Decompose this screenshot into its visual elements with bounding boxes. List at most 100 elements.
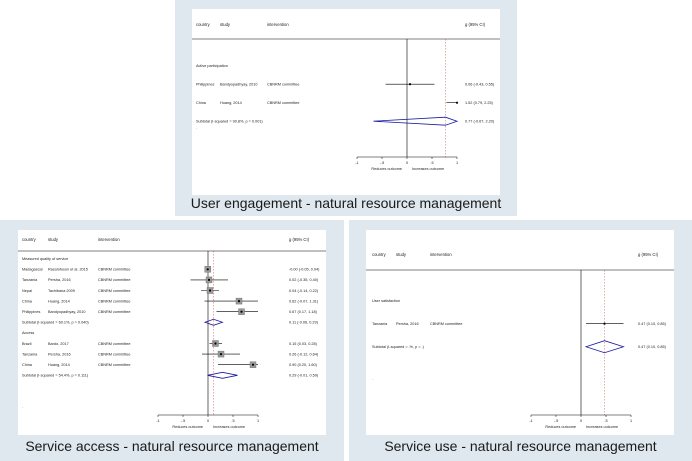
panel-service-use: country study intervention g (95% CI) User s… bbox=[349, 220, 692, 461]
study-country: Philippines bbox=[22, 310, 40, 314]
pooled-diamond bbox=[373, 116, 459, 126]
effect-label: 0.06 (-0.43, 0.55) bbox=[465, 83, 495, 87]
study-author: Persha, 2016 bbox=[48, 278, 71, 282]
point-estimate bbox=[207, 278, 211, 281]
trailing-dot: . bbox=[22, 405, 23, 409]
forest-plot-user-engagement: country study intervention g (95% CI) Active… bbox=[192, 9, 500, 195]
effect-label: 0.02 (-0.35, 0.40) bbox=[289, 278, 319, 282]
study-author: Bandyopadhyay, 2010 bbox=[48, 310, 86, 314]
x-tick-label: -1 bbox=[529, 419, 532, 423]
header-effect: g (95% CI) bbox=[465, 22, 486, 27]
study-country: Madagascar bbox=[22, 268, 44, 272]
effect-label: 0.47 (0.10, 0.85) bbox=[638, 322, 667, 326]
study-country: China bbox=[22, 299, 33, 303]
study-intervention: CBNRM committee bbox=[98, 352, 131, 356]
x-tick-label: -.5 bbox=[554, 419, 558, 423]
panel-caption: Service use - natural resource managemen… bbox=[384, 438, 657, 454]
study-country: Brazil bbox=[22, 342, 32, 346]
header-country: country bbox=[196, 22, 211, 27]
x-tick-label: .5 bbox=[430, 161, 433, 165]
point-estimate bbox=[251, 363, 255, 366]
study-author: Persha, 2016 bbox=[48, 352, 71, 356]
point-estimate bbox=[214, 342, 217, 345]
pooled-diamond bbox=[203, 318, 224, 326]
effect-label: 0.47 (0.10, 0.85) bbox=[638, 345, 667, 349]
study-country: China bbox=[22, 363, 33, 367]
x-tick-label: .5 bbox=[231, 419, 234, 423]
x-tick-label: -.5 bbox=[380, 161, 384, 165]
forest-plot-svg: country study intervention g (95% CI) Active… bbox=[192, 22, 500, 171]
forest-plot-svg: country study intervention g (95% CI) Measur… bbox=[18, 237, 326, 429]
header-effect: g (95% CI) bbox=[638, 252, 659, 257]
panel-service-access: country study intervention g (95% CI) Measur… bbox=[0, 220, 344, 461]
study-author: Huang, 2014 bbox=[48, 363, 70, 367]
subgroup-label: User satisfaction bbox=[372, 299, 400, 303]
study-intervention: CBNRM committee bbox=[98, 278, 131, 282]
x-label-left: Reduces outcome bbox=[172, 425, 203, 429]
study-country: Tanzania bbox=[372, 322, 388, 326]
x-tick-label: 0 bbox=[406, 161, 408, 165]
effect-label: 0.77 (-0.67, 2.20) bbox=[465, 120, 495, 124]
effect-label: 1.52 (0.79, 2.25) bbox=[465, 101, 494, 105]
x-tick-label: -1 bbox=[355, 161, 358, 165]
point-estimate bbox=[206, 268, 209, 271]
study-intervention: CBNRM committee bbox=[430, 322, 463, 326]
study-author: Bandyopadhyay, 2010 bbox=[220, 83, 258, 87]
x-label-right: Increases outcome bbox=[213, 425, 245, 429]
x-label-left: Reduces outcome bbox=[371, 167, 402, 171]
pooled-diamond bbox=[207, 371, 238, 379]
point-estimate bbox=[455, 101, 459, 104]
effect-label: 0.62 (-0.07, 1.31) bbox=[289, 299, 319, 303]
subtotal-label: Subtotal (I-squared = 54.4%, p = 0.111) bbox=[22, 374, 89, 378]
header-country: country bbox=[22, 237, 37, 242]
panel-user-engagement: country study intervention g (95% CI) Active… bbox=[175, 0, 517, 216]
study-author: Huang, 2014 bbox=[48, 299, 70, 303]
study-intervention: CBNRM committee bbox=[267, 83, 300, 87]
x-tick-label: 1 bbox=[257, 419, 259, 423]
study-author: Persha, 2016 bbox=[396, 322, 419, 326]
study-country: Tanzania bbox=[22, 352, 38, 356]
x-label-right: Increases outcome bbox=[586, 425, 618, 429]
effect-label: -0.00 (-0.05, 0.04) bbox=[289, 268, 320, 272]
effect-label: 0.29 (-0.01, 0.59) bbox=[289, 374, 319, 378]
panel-caption: User engagement - natural resource manag… bbox=[190, 195, 502, 211]
study-intervention: CBNRM committee bbox=[98, 310, 131, 314]
point-estimate bbox=[237, 300, 241, 303]
effect-label: 0.04 (-0.14, 0.22) bbox=[289, 289, 319, 293]
header-intervention: intervention bbox=[267, 22, 289, 27]
subgroup-label: Active participation bbox=[196, 64, 228, 68]
x-tick-label: .5 bbox=[604, 419, 607, 423]
x-tick-label: 0 bbox=[207, 419, 209, 423]
point-estimate bbox=[240, 310, 243, 313]
point-estimate bbox=[603, 322, 606, 325]
header-study: study bbox=[48, 237, 59, 242]
header-country: country bbox=[372, 252, 387, 257]
x-tick-label: 1 bbox=[630, 419, 632, 423]
header-study: study bbox=[220, 22, 231, 27]
forest-plot-svg: country study intervention g (95% CI) User s… bbox=[366, 252, 674, 429]
study-intervention: CBNRM committee bbox=[98, 289, 131, 293]
subtotal-label: Subtotal (I-squared = .%, p = .) bbox=[372, 345, 425, 349]
effect-label: 0.90 (0.20, 1.60) bbox=[289, 363, 318, 367]
forest-plot-service-access: country study intervention g (95% CI) Measur… bbox=[18, 230, 326, 435]
x-tick-label: -1 bbox=[156, 419, 159, 423]
x-label-right: Increases outcome bbox=[412, 167, 444, 171]
header-intervention: intervention bbox=[98, 237, 120, 242]
effect-label: 0.15 (0.03, 0.28) bbox=[289, 342, 318, 346]
point-estimate bbox=[408, 83, 412, 86]
x-tick-label: -.5 bbox=[181, 419, 185, 423]
study-country: Tanzania bbox=[22, 278, 38, 282]
point-estimate bbox=[219, 353, 223, 356]
study-author: Rasolofoson et al. 2015 bbox=[48, 268, 88, 272]
effect-label: 0.11 (-0.06, 0.29) bbox=[289, 321, 319, 325]
point-estimate bbox=[208, 289, 212, 292]
study-intervention: CBNRM committee bbox=[98, 363, 131, 367]
pooled-diamond bbox=[584, 340, 625, 354]
study-country: Nepal bbox=[22, 289, 32, 293]
x-label-left: Reduces outcome bbox=[545, 425, 576, 429]
panel-caption: Service access - natural resource manage… bbox=[25, 438, 319, 454]
study-country: Philippines bbox=[196, 83, 214, 87]
trailing-dot: . bbox=[196, 126, 197, 130]
study-intervention: CBNRM committee bbox=[98, 268, 131, 272]
study-author: Tachibana 2009 bbox=[48, 289, 75, 293]
